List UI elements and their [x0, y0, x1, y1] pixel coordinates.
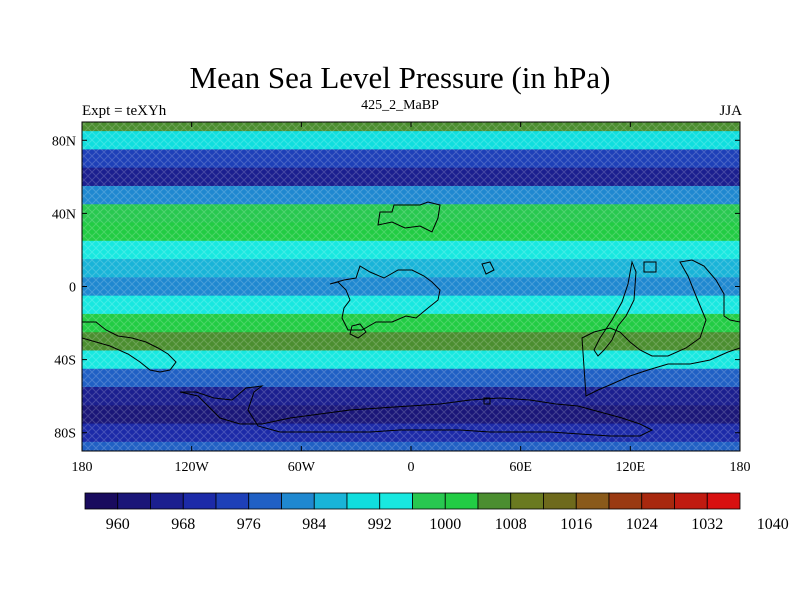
colorbar-box: [608, 492, 643, 510]
y-tick-label: 80N: [52, 134, 76, 149]
colorbar-label: 1032: [691, 516, 723, 533]
colorbar-box: [379, 492, 413, 510]
y-tick-label: 40S: [54, 354, 76, 369]
colorbar-label: 968: [171, 516, 195, 533]
colorbar-box: [150, 492, 184, 510]
y-tick-label: 40N: [52, 207, 76, 222]
colorbar-box: [412, 492, 446, 510]
colorbar-box: [248, 492, 282, 510]
colorbar-box: [641, 492, 675, 510]
x-tick-label: 0: [408, 460, 415, 475]
x-tick-label: 60E: [509, 460, 532, 475]
x-tick-label: 60W: [288, 460, 316, 475]
colorbar-label: 1040: [757, 516, 789, 533]
coastline-islet-north: [481, 261, 495, 275]
coastline-africa: [329, 265, 441, 331]
colorbar-box: [281, 492, 315, 510]
colorbar-label: 976: [237, 516, 261, 533]
colorbar-box: [510, 492, 544, 510]
x-tick-label: 120W: [175, 460, 210, 475]
colorbar-box: [575, 492, 610, 510]
y-tick-label: 80S: [54, 427, 76, 442]
colorbar-box: [182, 492, 217, 510]
y-tick-label: 0: [69, 281, 76, 296]
coastline-small-island: [349, 323, 367, 339]
colorbar-box: [444, 492, 479, 510]
colorbar-box: [117, 492, 151, 510]
colorbar-box: [706, 492, 741, 510]
x-tick-label: 180: [730, 460, 751, 475]
colorbar-box: [313, 492, 348, 510]
colorbar-label: 1024: [626, 516, 658, 533]
colorbar-box: [543, 492, 577, 510]
coastlines: [82, 201, 740, 437]
colorbar-box: [215, 492, 250, 510]
hatch-overlay: [82, 122, 740, 451]
coastline-islet-east: [643, 261, 657, 273]
experiment-label: Expt = teXYh: [82, 103, 167, 119]
coastline-north-block: [377, 201, 441, 233]
coastline-south-landmass: [581, 259, 740, 397]
colorbar-label: 1016: [560, 516, 592, 533]
coastline-west-margin: [82, 321, 177, 373]
x-tick-label: 120E: [616, 460, 646, 475]
coastline-antarctic: [179, 385, 654, 437]
colorbar-box: [477, 492, 512, 510]
map-title: Mean Sea Level Pressure (in hPa): [189, 60, 611, 95]
colorbar-label: 1008: [495, 516, 527, 533]
colorbar-box: [346, 492, 381, 510]
colorbar-box: [674, 492, 708, 510]
season-label: JJA: [719, 103, 742, 119]
colorbar-label: 1000: [429, 516, 461, 533]
x-tick-label: 180: [72, 460, 93, 475]
coastline-east-island: [593, 260, 637, 357]
coastline-islet: [483, 397, 491, 405]
colorbar: 960 968 976 984 992 1000 1008 1016 1024 1032 1040: [84, 492, 789, 533]
colorbar-box: [84, 492, 119, 510]
colorbar-label: 960: [106, 516, 130, 533]
colorbar-label: 984: [302, 516, 326, 533]
colorbar-label: 992: [368, 516, 392, 533]
time-label: 425_2_MaBP: [361, 98, 439, 113]
map-axes: 180 120W 60W 0 60E 120E 180 80N 40N 0 40S 80S: [52, 122, 751, 475]
